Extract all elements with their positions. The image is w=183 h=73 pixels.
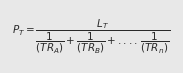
Text: $P_T = \dfrac{L_T}{\dfrac{1}{(TR_A)} + \dfrac{1}{(TR_B)} + \mathit{....}\,\dfrac: $P_T = \dfrac{L_T}{\dfrac{1}{(TR_A)} + \…	[12, 18, 171, 55]
